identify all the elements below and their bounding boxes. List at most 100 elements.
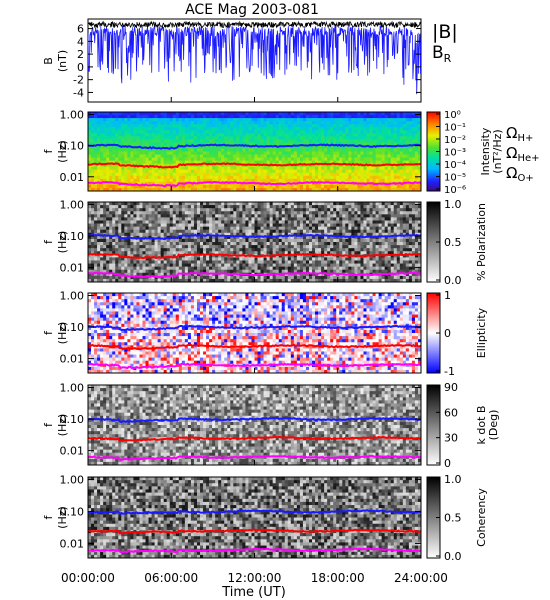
figure-title: ACE Mag 2003-081 (185, 2, 319, 18)
ellipticity-y-tick-label: 0.10 (60, 321, 85, 334)
b-field-lines (88, 20, 421, 95)
k-dot-b-y-unit: (Hz) (56, 414, 69, 437)
legend-o-plus-symbol: Ω (506, 164, 517, 182)
x-axis-tick-label: 12:00:00 (228, 571, 282, 585)
legend-o-plus-sub: O+ (517, 173, 533, 184)
legend-b-total: |B| (432, 21, 458, 43)
power-spectrum-colorbar-tick-label: 10⁻¹ (444, 123, 466, 134)
x-axis-tick-label: 06:00:00 (144, 571, 198, 585)
b-field-y-tick-label: -4 (73, 86, 84, 99)
ellipticity-gyro-line-Hplus (87, 324, 422, 332)
power-spectrum-colorbar-tick-label: 10⁻⁵ (444, 173, 466, 184)
legend-o-plus: ΩO+ (506, 164, 534, 184)
coherency-y-tick-label: 1.00 (60, 474, 85, 487)
polarization-heatmap-cells (88, 202, 422, 283)
legend-he-plus-symbol: Ω (506, 144, 517, 162)
x-axis-tick-label: 24:00:00 (394, 571, 448, 585)
coherency-colorbar-tick-label: 0.0 (444, 550, 462, 563)
polarization-gyro-line-Oplus (87, 271, 421, 279)
power-spectrum-y-tick-label: 0.01 (60, 171, 85, 184)
coherency-colorbar-tick-label: 0.5 (444, 512, 462, 525)
legend-b-r-sub: R (444, 52, 452, 65)
x-axis-ticks: 00:00:00 06:00:00 12:00:00 18:00:00 24:00:00 (61, 571, 448, 585)
ellipticity-y-tick-label: 1.00 (60, 289, 85, 302)
coherency-y-tick-label: 0.01 (60, 537, 85, 550)
ellipticity-heatmap-cells (88, 293, 422, 374)
legend-he-plus-sub: He+ (517, 153, 539, 164)
panel-coherency: 1.00 0.10 0.01 f (Hz) 1.0 0.5 0.0 Coherency (42, 473, 488, 563)
power-spectrum-colorbar-unit: (nT²/Hz) (491, 129, 504, 173)
legend-b-total-symbol: |B| (432, 21, 458, 43)
x-axis-label: Time (UT) (221, 585, 286, 600)
coherency-gyro-line-Oplus (87, 547, 422, 554)
power-spectrum-colorbar-label: Intensity (479, 127, 492, 175)
ellipticity-gyro-line-Oplus (87, 362, 422, 370)
power-spectrum-colorbar-tick-label: 10⁻² (444, 135, 466, 146)
k-dot-b-colorbar-tick-label: 30 (444, 432, 458, 445)
k-dot-b-colorbar-tick-label: 0 (444, 457, 451, 470)
k-dot-b-gyro-line-Oplus (87, 454, 422, 462)
b-field-y-label: B (42, 57, 55, 65)
k-dot-b-gyro-line-Hplus (87, 416, 422, 424)
b-field-y-unit: (nT) (56, 50, 69, 72)
polarization-y-label: f (42, 239, 55, 244)
polarization-colorbar-tick-label: 0.5 (444, 236, 462, 249)
panel-power-spectrum: 1.00 0.10 0.01 f (Hz) 10⁰ 10⁻¹10⁻² 10⁻³10⁻⁴ 10⁻⁵… (42, 108, 504, 196)
panel-ellipticity: 1.00 0.10 0.01 f (Hz) 1 0 -1 Ellipticity (42, 289, 488, 378)
ellipticity-gyro-line-Heplus (87, 343, 422, 351)
coherency-y-tick-label: 0.10 (60, 505, 85, 518)
power-spectrum-y-label: f (42, 148, 55, 153)
coherency-y-label: f (42, 514, 55, 519)
k-dot-b-y-tick-label: 1.00 (60, 381, 85, 394)
power-spectrum-colorbar-tick-label: 10⁻³ (444, 148, 466, 159)
power-spectrum-gyro-line-Heplus (87, 162, 422, 169)
power-legend: ΩH+ ΩHe+ ΩO+ (506, 124, 540, 184)
polarization-y-tick-label: 0.10 (60, 230, 85, 243)
ellipticity-y-tick-label: 0.01 (60, 353, 85, 366)
coherency-gyro-line-Heplus (88, 528, 422, 535)
polarization-colorbar-label: % Polarization (475, 203, 488, 281)
coherency-y-unit: (Hz) (56, 506, 69, 529)
legend-b-r: BR (432, 43, 452, 65)
ellipticity-colorbar-tick-label: 1 (444, 289, 451, 302)
coherency-gyro-line-Hplus (87, 509, 422, 516)
polarization-colorbar-tick-label: 1.0 (444, 198, 462, 211)
b-r-series-line (88, 24, 421, 95)
coherency-colorbar-label: Coherency (475, 488, 488, 547)
power-spectrum-y-unit: (Hz) (56, 140, 69, 163)
power-spectrum-gyro-line-Hplus (87, 143, 422, 150)
k-dot-b-colorbar-tick-label: 90 (444, 381, 458, 394)
k-dot-b-colorbar (426, 384, 441, 466)
power-spectrum-gyro-line-Oplus (87, 180, 422, 188)
power-spectrum-colorbar-tick-label: 10⁻⁶ (444, 185, 466, 196)
k-dot-b-colorbar-tick-label: 60 (444, 406, 458, 419)
legend-he-plus: ΩHe+ (506, 144, 540, 164)
ellipticity-y-label: f (42, 330, 55, 335)
polarization-y-unit: (Hz) (56, 231, 69, 254)
power-spectrum-colorbar-tick-label: 10⁰ (444, 110, 461, 121)
k-dot-b-colorbar-unit: (Deg) (487, 410, 500, 441)
k-dot-b-y-tick-label: 0.10 (60, 413, 85, 426)
k-dot-b-y-label: f (42, 422, 55, 427)
ellipticity-colorbar-tick-label: -1 (444, 365, 455, 378)
k-dot-b-heatmap-cells (88, 385, 422, 466)
legend-h-plus: ΩH+ (506, 124, 533, 144)
panel-k-dot-b: 1.00 0.10 0.01 f (Hz) 90 60 30 0 k dot B (Deg) (42, 381, 500, 470)
polarization-gyro-line-Heplus (87, 252, 422, 260)
b-field-y-tick-label: 0 (77, 61, 84, 74)
b-field-y-tick-label: 6 (77, 23, 84, 36)
coherency-heatmap-cells (88, 477, 422, 559)
x-axis-tick-label: 00:00:00 (61, 571, 115, 585)
b-total-series-line (88, 20, 421, 29)
polarization-colorbar-tick-label: 0.0 (444, 274, 462, 287)
coherency-colorbar-tick-label: 1.0 (444, 473, 462, 486)
power-spectrum-y-tick-label: 0.10 (60, 140, 85, 153)
legend-h-plus-symbol: Ω (506, 124, 517, 142)
k-dot-b-gyro-line-Heplus (87, 435, 422, 443)
k-dot-b-y-tick-label: 0.01 (60, 445, 85, 458)
power-spectrum-y-tick-label: 1.00 (60, 108, 85, 121)
polarization-y-tick-label: 0.01 (60, 262, 85, 275)
power-spectrum-heatmap-cells (88, 112, 422, 192)
